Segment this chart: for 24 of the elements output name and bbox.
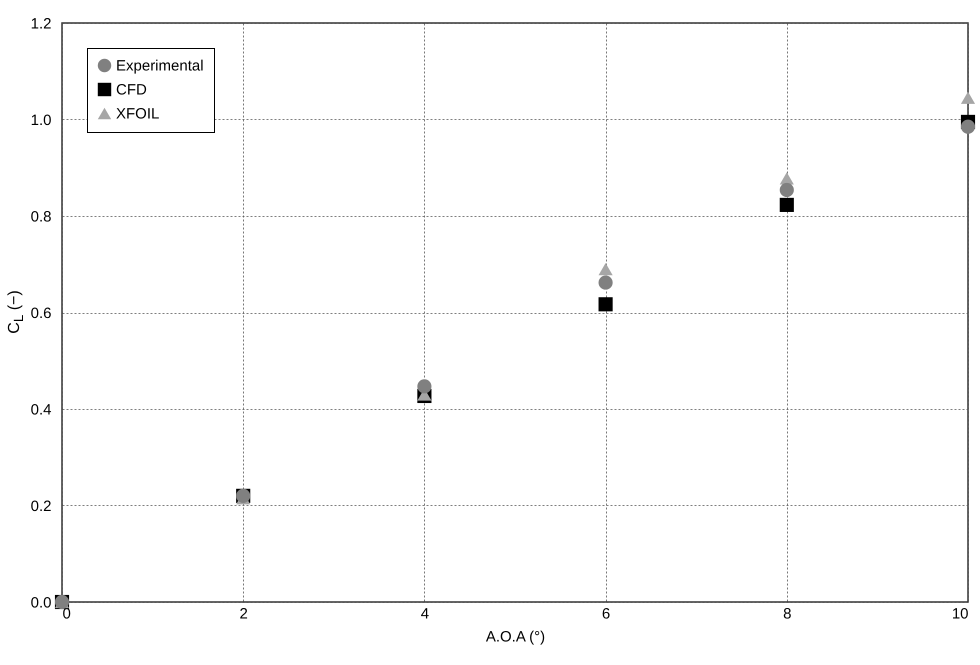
y-tick-label: 1.0 <box>30 112 52 129</box>
x-tick-label: 4 <box>420 606 430 622</box>
y-tick-label: 0.2 <box>30 498 52 515</box>
x-tick-label: 8 <box>783 606 792 622</box>
point <box>960 92 976 104</box>
point <box>780 198 794 212</box>
x-tick-label: 2 <box>240 606 248 622</box>
x-tick-label: 6 <box>602 606 610 622</box>
y-tick-label: 0.4 <box>30 402 52 418</box>
y-tick-label: 0.0 <box>30 594 52 612</box>
legend-label: CFD <box>116 82 147 98</box>
legend-label: XFOIL <box>116 106 160 122</box>
y-tick-label: 0.6 <box>30 305 52 322</box>
y-tick-label: 0.8 <box>30 208 52 226</box>
point <box>598 276 613 290</box>
point <box>780 182 794 197</box>
point <box>960 120 976 134</box>
point <box>417 379 432 394</box>
x-tick-label: 10 <box>952 606 968 622</box>
point <box>598 297 613 312</box>
point <box>598 262 613 276</box>
y-tick-label: 1.2 <box>30 16 52 32</box>
legend-label: Experimental <box>116 58 204 74</box>
x-axis-title: A.O.A (°) <box>486 628 546 646</box>
